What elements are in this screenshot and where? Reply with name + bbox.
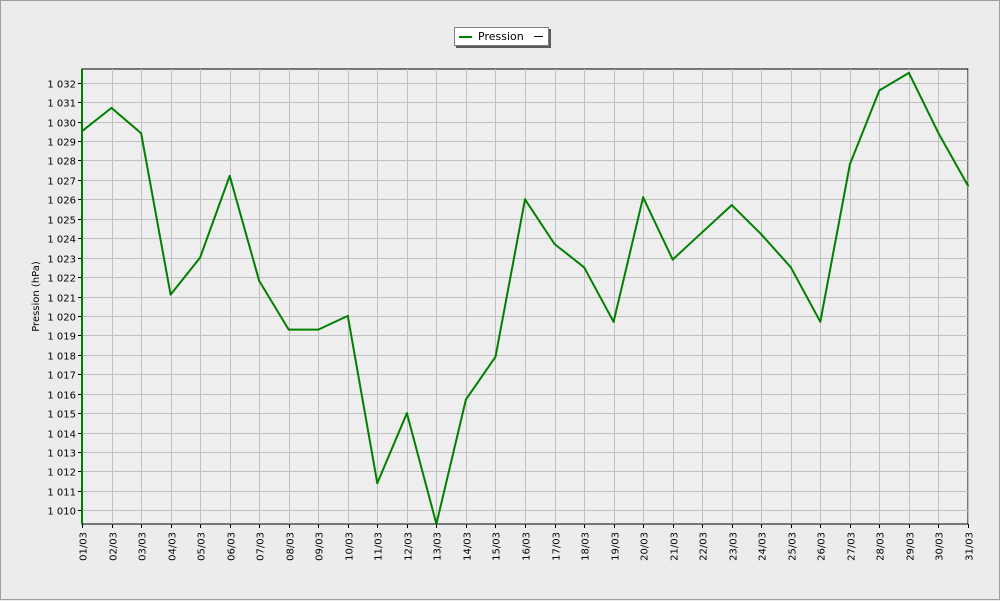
data-point <box>376 482 379 485</box>
data-point <box>228 174 231 177</box>
x-tick-label: 26/03 <box>817 532 828 561</box>
y-tick-label: 1 024 <box>47 235 76 246</box>
x-tick-label: 02/03 <box>109 532 120 561</box>
data-point <box>287 328 290 331</box>
data-point <box>878 89 881 92</box>
x-tick-label: 23/03 <box>729 532 740 561</box>
x-tick-label: 16/03 <box>522 532 533 561</box>
x-tick-label: 15/03 <box>492 532 503 561</box>
data-point <box>907 71 910 74</box>
x-tick-label: 09/03 <box>315 532 326 561</box>
x-tick-label: 04/03 <box>168 532 179 561</box>
x-tick-label: 13/03 <box>433 532 444 561</box>
data-point <box>642 196 645 199</box>
data-point <box>730 204 733 207</box>
x-tick-label: 03/03 <box>138 532 149 561</box>
legend-dash-icon <box>533 36 543 37</box>
y-tick-label: 1 030 <box>47 119 76 130</box>
y-tick-label: 1 016 <box>47 391 76 402</box>
x-tick-label: 10/03 <box>345 532 356 561</box>
data-point <box>789 266 792 269</box>
data-point <box>464 398 467 401</box>
x-tick-label: 21/03 <box>670 532 681 561</box>
data-point <box>848 163 851 166</box>
y-tick-label: 1 018 <box>47 352 76 363</box>
y-tick-label: 1 015 <box>47 410 76 421</box>
data-point <box>524 198 526 201</box>
legend: Pression <box>454 27 549 46</box>
y-tick-label: 1 029 <box>47 138 76 149</box>
y-tick-label: 1 022 <box>47 274 76 285</box>
data-point <box>81 130 83 133</box>
data-point <box>405 412 408 415</box>
data-point <box>612 320 615 323</box>
data-point <box>346 314 349 317</box>
data-point <box>317 328 320 331</box>
x-tick-label: 11/03 <box>374 532 385 561</box>
legend-label: Pression <box>478 30 524 43</box>
data-point <box>967 184 969 187</box>
y-tick-label: 1 014 <box>47 430 76 441</box>
x-tick-label: 25/03 <box>788 532 799 561</box>
y-tick-label: 1 021 <box>47 294 76 305</box>
x-tick-label: 07/03 <box>256 532 267 561</box>
x-tick-label: 20/03 <box>640 532 651 561</box>
x-tick-label: 22/03 <box>699 532 710 561</box>
y-tick-label: 1 026 <box>47 196 76 207</box>
y-tick-label: 1 010 <box>47 507 76 518</box>
x-tick-label: 06/03 <box>227 532 238 561</box>
y-tick-label: 1 023 <box>47 255 76 266</box>
y-tick-label: 1 020 <box>47 313 76 324</box>
y-tick-label: 1 013 <box>47 449 76 460</box>
data-point <box>671 258 674 261</box>
data-point <box>819 320 822 323</box>
data-point <box>494 355 497 358</box>
data-point <box>199 256 202 259</box>
x-tick-label: 05/03 <box>197 532 208 561</box>
y-tick-label: 1 012 <box>47 468 76 479</box>
x-tick-label: 17/03 <box>552 532 563 561</box>
y-tick-label: 1 028 <box>47 157 76 168</box>
x-tick-label: 27/03 <box>847 532 858 561</box>
y-tick-label: 1 027 <box>47 177 76 188</box>
y-tick-label: 1 019 <box>47 332 76 343</box>
x-tick-label: 29/03 <box>906 532 917 561</box>
y-tick-label: 1 025 <box>47 216 76 227</box>
y-axis-title: Pression (hPa) <box>31 261 42 332</box>
data-point <box>258 279 261 282</box>
x-tick-label: 30/03 <box>935 532 946 561</box>
data-point <box>760 233 763 236</box>
data-point <box>583 266 586 269</box>
data-point <box>937 132 940 135</box>
data-point <box>435 523 438 525</box>
data-point <box>701 231 704 234</box>
x-tick-label: 12/03 <box>404 532 415 561</box>
data-point <box>553 243 556 245</box>
x-tick-label: 31/03 <box>965 532 976 561</box>
y-tick-label: 1 011 <box>47 488 76 499</box>
x-tick-label: 24/03 <box>758 532 769 561</box>
x-tick-label: 28/03 <box>876 532 887 561</box>
x-tick-label: 08/03 <box>286 532 297 561</box>
x-tick-label: 18/03 <box>581 532 592 561</box>
data-point <box>169 293 172 296</box>
x-tick-label: 19/03 <box>611 532 622 561</box>
data-point <box>110 106 113 109</box>
y-tick-label: 1 017 <box>47 371 76 382</box>
legend-swatch <box>459 35 472 38</box>
x-tick-label: 14/03 <box>463 532 474 561</box>
data-point <box>140 132 143 135</box>
x-tick-label: 01/03 <box>79 532 90 561</box>
y-tick-label: 1 032 <box>47 80 76 91</box>
y-tick-label: 1 031 <box>47 99 76 110</box>
